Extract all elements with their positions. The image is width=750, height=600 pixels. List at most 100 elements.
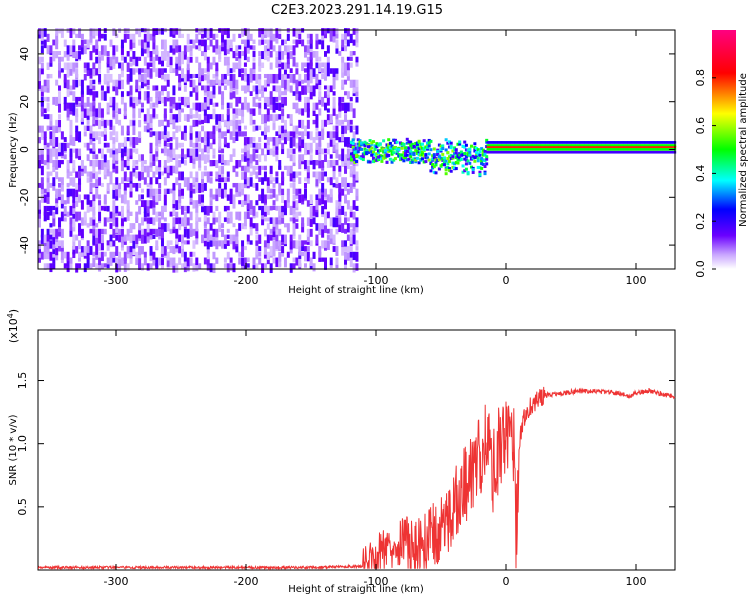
noise-cell [112, 148, 116, 155]
noise-cell [103, 91, 107, 101]
noise-cell [178, 79, 182, 88]
noise-cell [255, 73, 259, 84]
noise-cell [212, 125, 216, 134]
noise-cell [218, 125, 222, 133]
noise-cell [160, 51, 164, 61]
line-cell [556, 148, 560, 151]
noise-cell [206, 56, 210, 64]
noise-cell [221, 28, 225, 35]
signal-cell [476, 159, 480, 163]
noise-cell [292, 223, 296, 232]
noise-cell [241, 263, 245, 270]
line-cell [567, 141, 570, 144]
noise-cell [278, 137, 282, 145]
line-cell [658, 146, 661, 149]
noise-cell [169, 45, 173, 53]
noise-cell [223, 119, 227, 128]
noise-cell [212, 45, 216, 53]
noise-cell [326, 108, 330, 113]
noise-cell [60, 194, 64, 204]
noise-cell [252, 56, 256, 62]
noise-cell [306, 200, 310, 207]
noise-cell [103, 79, 107, 85]
noise-cell [49, 154, 53, 164]
noise-cell [206, 91, 210, 97]
noise-cell [138, 228, 142, 239]
line-cell [552, 144, 556, 147]
line-cell [581, 141, 584, 144]
noise-cell [192, 119, 196, 128]
noise-cell [78, 165, 82, 172]
line-cell [571, 148, 574, 151]
line-cell [535, 144, 539, 147]
noise-cell [186, 217, 190, 226]
line-cell [551, 150, 554, 154]
noise-cell [98, 240, 102, 251]
line-cell [658, 144, 661, 147]
noise-cell [301, 217, 305, 228]
noise-cell [281, 171, 285, 182]
noise-cell [278, 45, 282, 52]
noise-cell [78, 102, 82, 107]
noise-cell [106, 68, 110, 74]
noise-cell [355, 240, 359, 246]
noise-cell [332, 125, 336, 131]
noise-cell [120, 194, 124, 204]
noise-cell [332, 246, 336, 252]
noise-cell [115, 85, 119, 93]
noise-cell [281, 131, 285, 141]
signal-cell [439, 149, 443, 153]
noise-cell [201, 119, 205, 125]
noise-cell [146, 39, 150, 48]
signal-cell [402, 155, 406, 159]
line-cell [581, 144, 584, 147]
noise-cell [95, 154, 99, 160]
noise-cell [118, 228, 122, 236]
line-cell [615, 148, 618, 151]
noise-cell [149, 51, 153, 58]
line-cell [509, 148, 513, 151]
noise-cell [232, 33, 236, 42]
noise-cell [203, 39, 207, 47]
noise-cell [286, 56, 290, 65]
noise-cell [312, 85, 316, 93]
noise-cell [43, 28, 47, 37]
noise-cell [129, 154, 133, 160]
noise-cell [289, 263, 293, 273]
noise-cell [301, 200, 305, 205]
noise-cell [315, 223, 319, 231]
noise-cell [98, 62, 102, 70]
line-cell [580, 148, 583, 151]
line-cell [582, 144, 586, 147]
noise-cell [249, 171, 253, 177]
noise-cell [232, 114, 236, 121]
y-tick-label: 0 [18, 146, 31, 153]
noise-cell [212, 240, 216, 247]
noise-cell [261, 148, 265, 156]
noise-cell [238, 223, 242, 231]
noise-cell [246, 211, 250, 219]
noise-cell [78, 131, 82, 141]
noise-cell [283, 62, 287, 70]
line-cell [604, 148, 608, 151]
noise-cell [226, 160, 230, 166]
noise-cell [269, 102, 273, 111]
noise-cell [195, 142, 199, 148]
noise-cell [46, 177, 50, 183]
noise-cell [275, 194, 279, 202]
noise-cell [338, 119, 342, 126]
noise-cell [218, 79, 222, 87]
signal-cell [451, 161, 455, 165]
noise-cell [123, 33, 127, 43]
noise-cell [218, 51, 222, 60]
noise-cell [152, 194, 156, 201]
line-cell [534, 141, 538, 144]
noise-cell [238, 68, 242, 78]
signal-cell [378, 142, 382, 146]
noise-cell [178, 108, 182, 118]
noise-cell [120, 211, 124, 219]
noise-cell [341, 79, 345, 88]
noise-cell [344, 68, 348, 76]
noise-cell [241, 131, 245, 137]
noise-cell [226, 228, 230, 233]
